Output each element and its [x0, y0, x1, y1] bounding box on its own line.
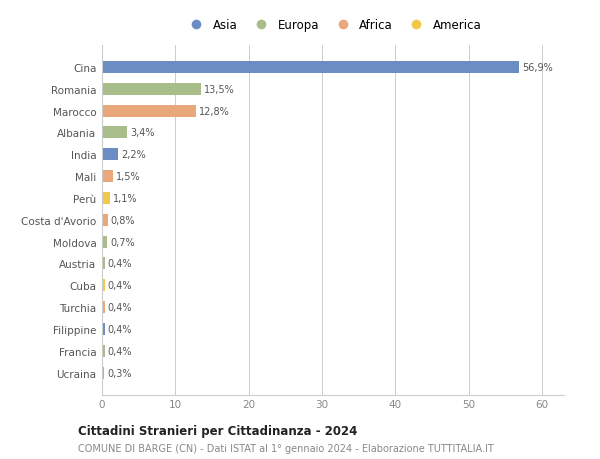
Legend: Asia, Europa, Africa, America: Asia, Europa, Africa, America — [182, 17, 484, 34]
Bar — [102, 127, 127, 139]
Text: 12,8%: 12,8% — [199, 106, 230, 116]
Bar — [102, 149, 118, 161]
Bar — [102, 236, 107, 248]
Text: 0,7%: 0,7% — [110, 237, 134, 247]
Bar — [102, 367, 104, 379]
Bar — [102, 280, 105, 292]
Text: 2,2%: 2,2% — [121, 150, 146, 160]
Text: 0,4%: 0,4% — [108, 325, 133, 334]
Bar — [102, 84, 201, 95]
Text: 0,8%: 0,8% — [111, 215, 136, 225]
Bar — [102, 323, 105, 335]
Text: Cittadini Stranieri per Cittadinanza - 2024: Cittadini Stranieri per Cittadinanza - 2… — [78, 424, 358, 437]
Text: 0,4%: 0,4% — [108, 302, 133, 313]
Bar — [102, 171, 113, 183]
Text: 0,4%: 0,4% — [108, 346, 133, 356]
Bar — [102, 192, 110, 205]
Bar — [102, 258, 105, 270]
Text: COMUNE DI BARGE (CN) - Dati ISTAT al 1° gennaio 2024 - Elaborazione TUTTITALIA.I: COMUNE DI BARGE (CN) - Dati ISTAT al 1° … — [78, 443, 494, 453]
Text: 0,3%: 0,3% — [107, 368, 131, 378]
Bar — [102, 214, 108, 226]
Bar — [102, 345, 105, 357]
Text: 1,1%: 1,1% — [113, 194, 137, 203]
Text: 1,5%: 1,5% — [116, 172, 140, 182]
Bar — [102, 62, 519, 74]
Text: 0,4%: 0,4% — [108, 259, 133, 269]
Text: 13,5%: 13,5% — [204, 84, 235, 95]
Text: 56,9%: 56,9% — [522, 63, 553, 73]
Bar — [102, 302, 105, 313]
Text: 0,4%: 0,4% — [108, 281, 133, 291]
Bar — [102, 106, 196, 118]
Text: 3,4%: 3,4% — [130, 128, 154, 138]
